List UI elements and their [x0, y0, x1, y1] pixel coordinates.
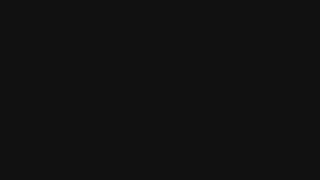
Text: 5: 5: [155, 158, 160, 166]
Text: Na$_{(g)}$ + Cl (g): Na$_{(g)}$ + Cl (g): [82, 79, 142, 93]
Text: $\Delta_r$H$^0_{lat}$: $\Delta_r$H$^0_{lat}$: [212, 79, 236, 94]
Text: 4: 4: [105, 99, 110, 107]
Text: Na$_{(g)}$ + 1/2 Cl$_{2\,(g)}$: Na$_{(g)}$ + 1/2 Cl$_{2\,(g)}$: [82, 48, 157, 60]
Text: Na$^+_{(g)}$ + Cl (g): Na$^+_{(g)}$ + Cl (g): [82, 144, 142, 159]
Text: Na$^+_{(g)}$ + Cl (g): Na$^+_{(g)}$ + Cl (g): [82, 111, 142, 126]
Text: I$_{Na}$: I$_{Na}$: [122, 97, 134, 108]
Text: 1: 1: [166, 30, 171, 38]
Text: Na$^+_{(g)}$ + Cl$^-_{(g)}$: Na$^+_{(g)}$ + Cl$^-_{(g)}$: [186, 144, 240, 159]
Text: NaCl (s): NaCl (s): [198, 17, 234, 26]
Text: $\Delta_r$H$_r^0$: $\Delta_r$H$_r^0$: [158, 0, 178, 12]
Text: -1/2 $\Delta_r$H$_{(Cl-Cl)}$: -1/2 $\Delta_r$H$_{(Cl-Cl)}$: [122, 64, 172, 76]
Text: Na$_{(s)}$ + 1/2 Cl$_{2\,(g)}$: Na$_{(s)}$ + 1/2 Cl$_{2\,(g)}$: [82, 15, 156, 28]
Text: 3: 3: [105, 66, 110, 74]
Text: 2: 2: [105, 34, 110, 42]
Text: 6: 6: [196, 82, 200, 90]
Text: L$_{sub}$: L$_{sub}$: [122, 33, 139, 43]
Text: EA$_{Cl}$: EA$_{Cl}$: [148, 132, 167, 142]
